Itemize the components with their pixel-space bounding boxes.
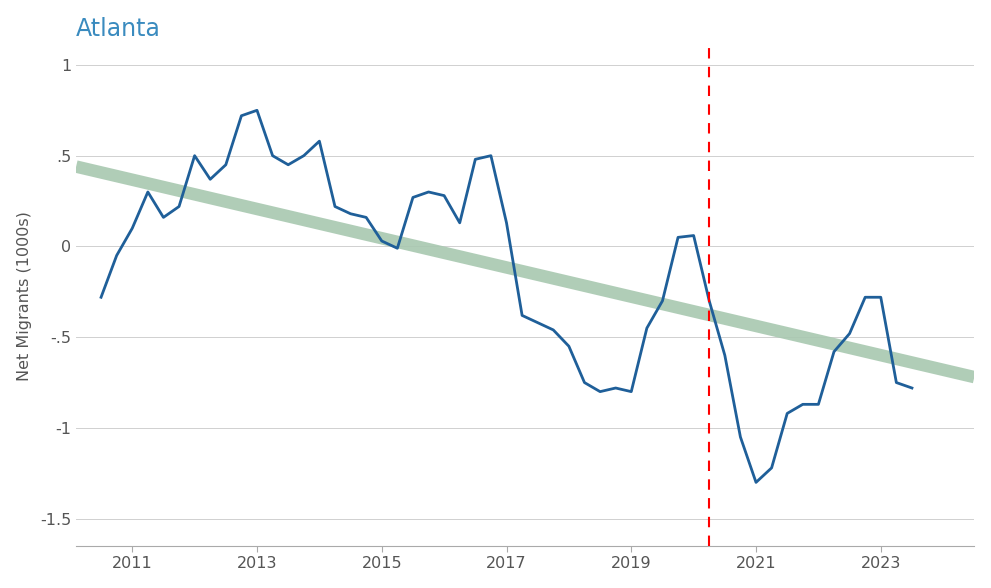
Text: Atlanta: Atlanta [76,16,161,41]
Y-axis label: Net Migrants (1000s): Net Migrants (1000s) [17,212,32,381]
